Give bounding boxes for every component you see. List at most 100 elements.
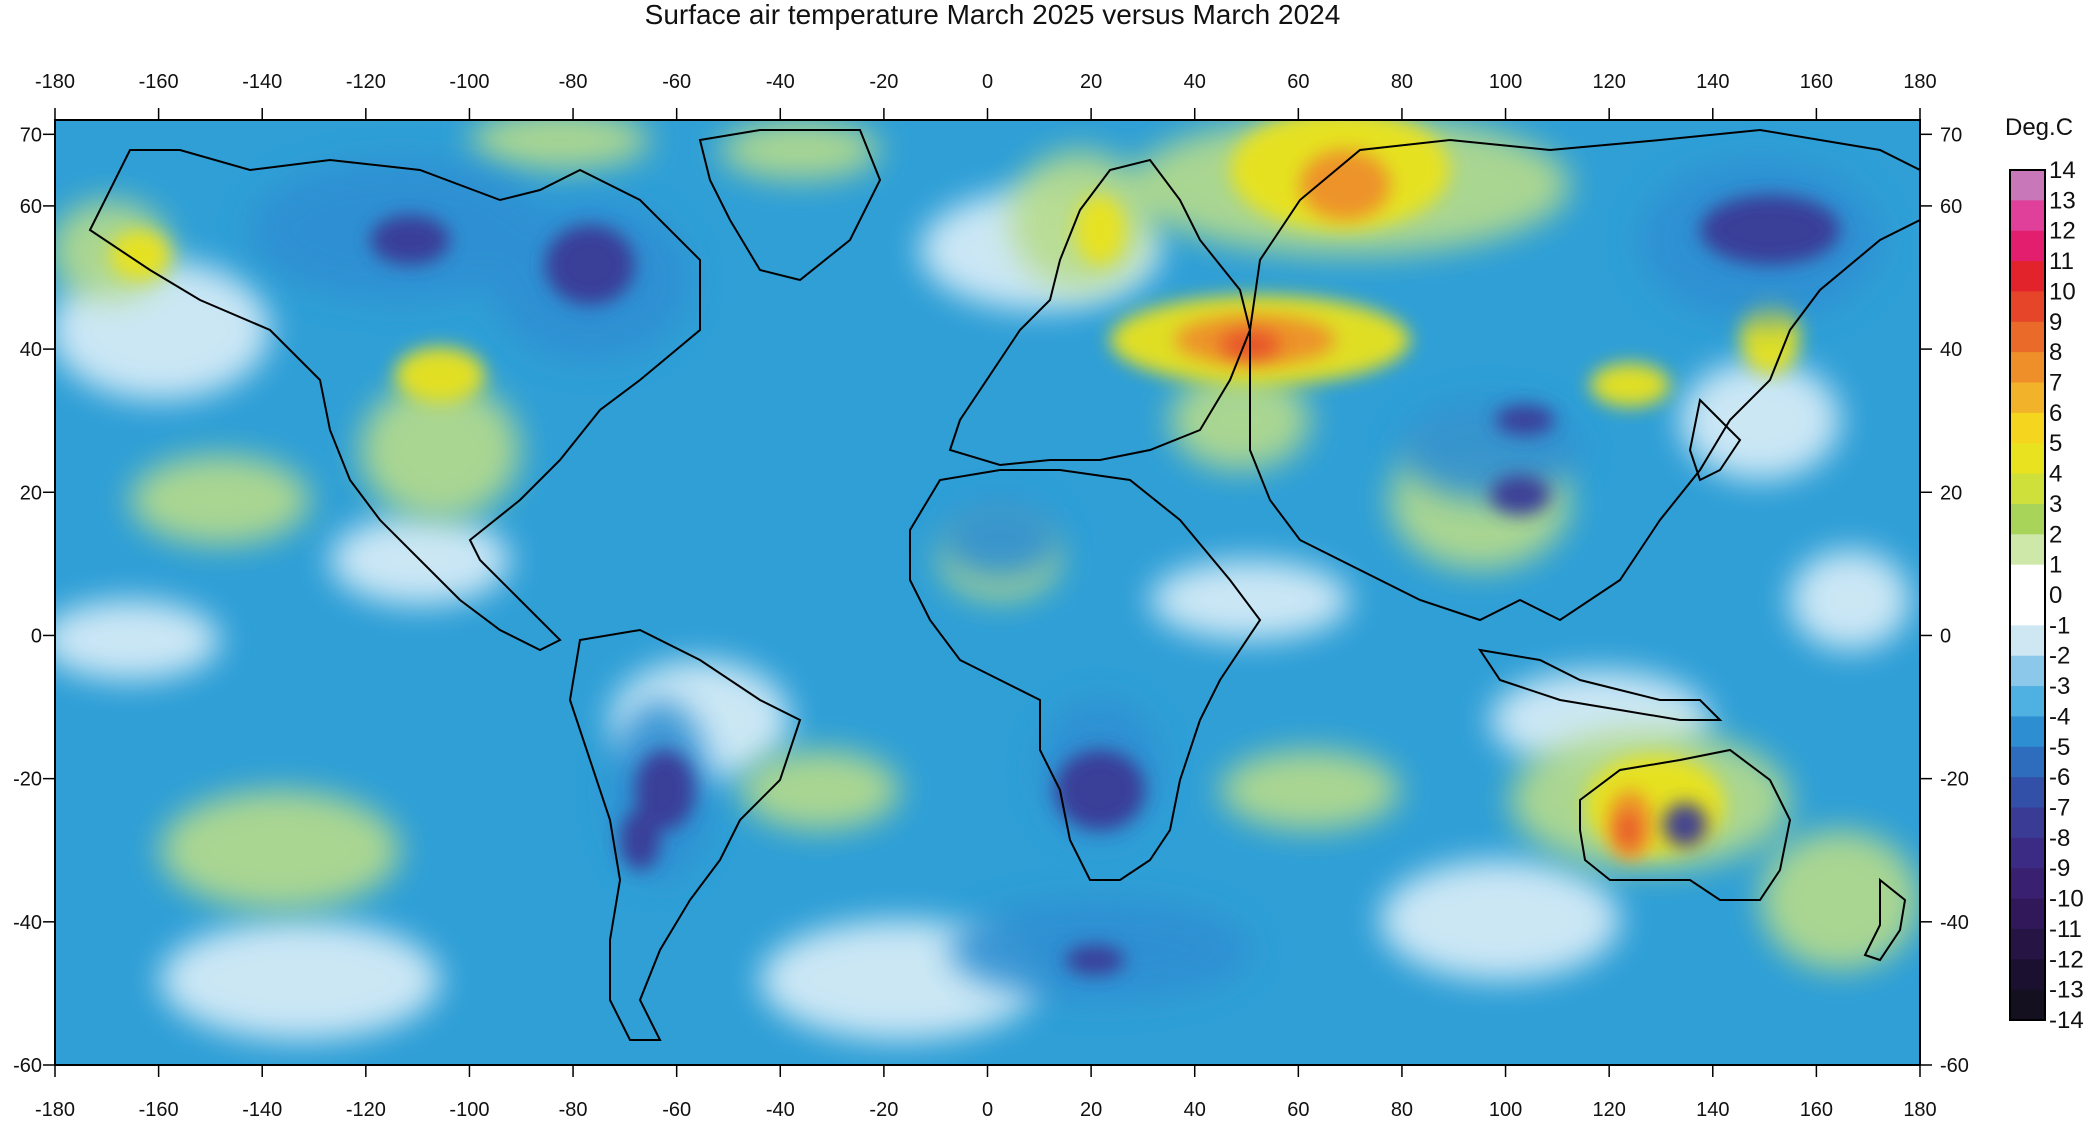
x-tick-label-bottom: -160 <box>139 1099 179 1121</box>
greenland-outline <box>698 129 882 282</box>
x-tick-label-top: -140 <box>242 71 282 93</box>
x-tick-label-bottom: -180 <box>35 1099 75 1121</box>
colorbar-tick-label: -12 <box>2049 946 2084 973</box>
colorbar-tick-labels: 14131211109876543210-1-2-3-4-5-6-7-8-9-1… <box>2049 157 2084 1034</box>
colorbar-swatch <box>2010 868 2045 900</box>
colorbar-tick-label: 3 <box>2049 491 2062 518</box>
y-tick-label-left: 0 <box>31 625 42 647</box>
colorbar-tick-label: 7 <box>2049 370 2062 397</box>
colorbar-tick-label: -5 <box>2049 734 2070 761</box>
colorbar-swatch <box>2010 625 2045 657</box>
colorbar-unit-label: Deg.C <box>2005 114 2074 141</box>
x-tick-label-bottom: 60 <box>1287 1099 1309 1121</box>
new-zealand-outline <box>1863 877 1907 962</box>
x-tick-label-bottom: -100 <box>449 1099 489 1121</box>
y-tick-label-left: 20 <box>20 482 42 504</box>
colorbar-tick-label: 1 <box>2049 552 2062 579</box>
colorbar-swatch <box>2010 412 2045 444</box>
colorbar-swatch <box>2010 352 2045 384</box>
x-tick-label-top: -80 <box>559 71 588 93</box>
x-tick-label-top: 0 <box>982 71 993 93</box>
colorbar-swatches <box>2010 170 2045 1021</box>
colorbar-swatch <box>2010 989 2045 1021</box>
colorbar-swatch <box>2010 595 2045 626</box>
y-tick-label-left: -40 <box>13 912 42 934</box>
japan-outline <box>1688 397 1742 482</box>
colorbar-tick-label: -13 <box>2049 977 2084 1004</box>
x-tick-label-bottom: 140 <box>1696 1099 1729 1121</box>
colorbar-swatch <box>2010 898 2045 930</box>
colorbar-swatch <box>2010 503 2045 535</box>
colorbar-swatch <box>2010 716 2045 748</box>
colorbar-swatch <box>2010 564 2045 596</box>
colorbar-swatch <box>2010 807 2045 839</box>
temperature-anomaly-map: -180 -180 -160 -160 -140 -140 -120 -120 -100 -100… <box>13 71 1969 1121</box>
axis-ticks: -180 -180 -160 -160 -140 -140 -120 -120 -100 -100… <box>13 71 1969 1121</box>
x-tick-label-top: 140 <box>1696 71 1729 93</box>
colorbar-tick-label: -2 <box>2049 643 2070 670</box>
x-tick-label-bottom: 0 <box>982 1099 993 1121</box>
x-tick-label-top: 80 <box>1391 71 1413 93</box>
colorbar-swatch <box>2010 261 2045 293</box>
colorbar-tick-label: -10 <box>2049 886 2084 913</box>
north-america-outline <box>88 149 701 652</box>
colorbar-tick-label: -3 <box>2049 673 2070 700</box>
y-tick-label-right: -60 <box>1940 1055 1969 1077</box>
colorbar-swatch <box>2010 443 2045 475</box>
africa-outline <box>909 469 1262 881</box>
y-tick-label-left: 60 <box>20 196 42 218</box>
south-america-outline <box>568 628 802 1041</box>
colorbar-swatch <box>2010 200 2045 232</box>
colorbar-swatch <box>2010 686 2045 718</box>
x-tick-label-bottom: 40 <box>1184 1099 1206 1121</box>
colorbar-tick-label: -1 <box>2049 612 2070 639</box>
colorbar-tick-label: 4 <box>2049 461 2062 488</box>
australia-outline <box>1579 748 1792 901</box>
colorbar-tick-label: -7 <box>2049 795 2070 822</box>
x-tick-label-top: 100 <box>1489 71 1522 93</box>
colorbar-swatch <box>2010 382 2045 414</box>
x-tick-label-top: 40 <box>1184 71 1206 93</box>
x-tick-label-bottom: 160 <box>1800 1099 1833 1121</box>
y-tick-label-right: -20 <box>1940 769 1969 791</box>
europe-outline <box>948 158 1252 467</box>
x-tick-label-top: -160 <box>139 71 179 93</box>
colorbar-swatch <box>2010 473 2045 505</box>
very-cold-zones <box>370 195 1840 975</box>
colorbar-swatch <box>2010 777 2045 809</box>
y-tick-label-left: -60 <box>13 1055 42 1077</box>
colorbar-tick-label: 11 <box>2049 248 2074 275</box>
y-tick-label-right: 70 <box>1940 124 1962 146</box>
colorbar-tick-label: -9 <box>2049 855 2070 882</box>
y-tick-label-right: -40 <box>1940 912 1969 934</box>
y-tick-label-right: 40 <box>1940 339 1962 361</box>
x-tick-label-top: -180 <box>35 71 75 93</box>
colorbar-tick-label: 0 <box>2049 582 2062 609</box>
x-tick-label-top: -100 <box>449 71 489 93</box>
x-tick-label-top: 20 <box>1080 71 1102 93</box>
colorbar-swatch <box>2010 170 2045 201</box>
y-tick-label-right: 20 <box>1940 482 1962 504</box>
colorbar-tick-label: 14 <box>2049 157 2076 184</box>
x-tick-label-bottom: 120 <box>1592 1099 1625 1121</box>
y-tick-label-left: -20 <box>13 769 42 791</box>
colorbar-swatch <box>2010 746 2045 778</box>
x-tick-label-bottom: -60 <box>662 1099 691 1121</box>
colorbar-tick-label: 6 <box>2049 400 2062 427</box>
colorbar-swatch <box>2010 230 2045 262</box>
colorbar-tick-label: -4 <box>2049 703 2070 730</box>
x-tick-label-top: -40 <box>766 71 795 93</box>
colorbar-swatch <box>2010 837 2045 869</box>
x-tick-label-top: 180 <box>1903 71 1936 93</box>
y-tick-label-left: 40 <box>20 339 42 361</box>
x-tick-label-top: 120 <box>1592 71 1625 93</box>
x-tick-label-bottom: 80 <box>1391 1099 1413 1121</box>
x-tick-label-top: -60 <box>662 71 691 93</box>
colorbar-tick-label: 13 <box>2049 187 2076 214</box>
x-tick-label-top: -20 <box>869 71 898 93</box>
colorbar-swatch <box>2010 959 2045 991</box>
colorbar-swatch <box>2010 534 2045 566</box>
coastlines <box>88 128 1920 1041</box>
x-tick-label-top: -120 <box>346 71 386 93</box>
x-tick-label-bottom: -120 <box>346 1099 386 1121</box>
